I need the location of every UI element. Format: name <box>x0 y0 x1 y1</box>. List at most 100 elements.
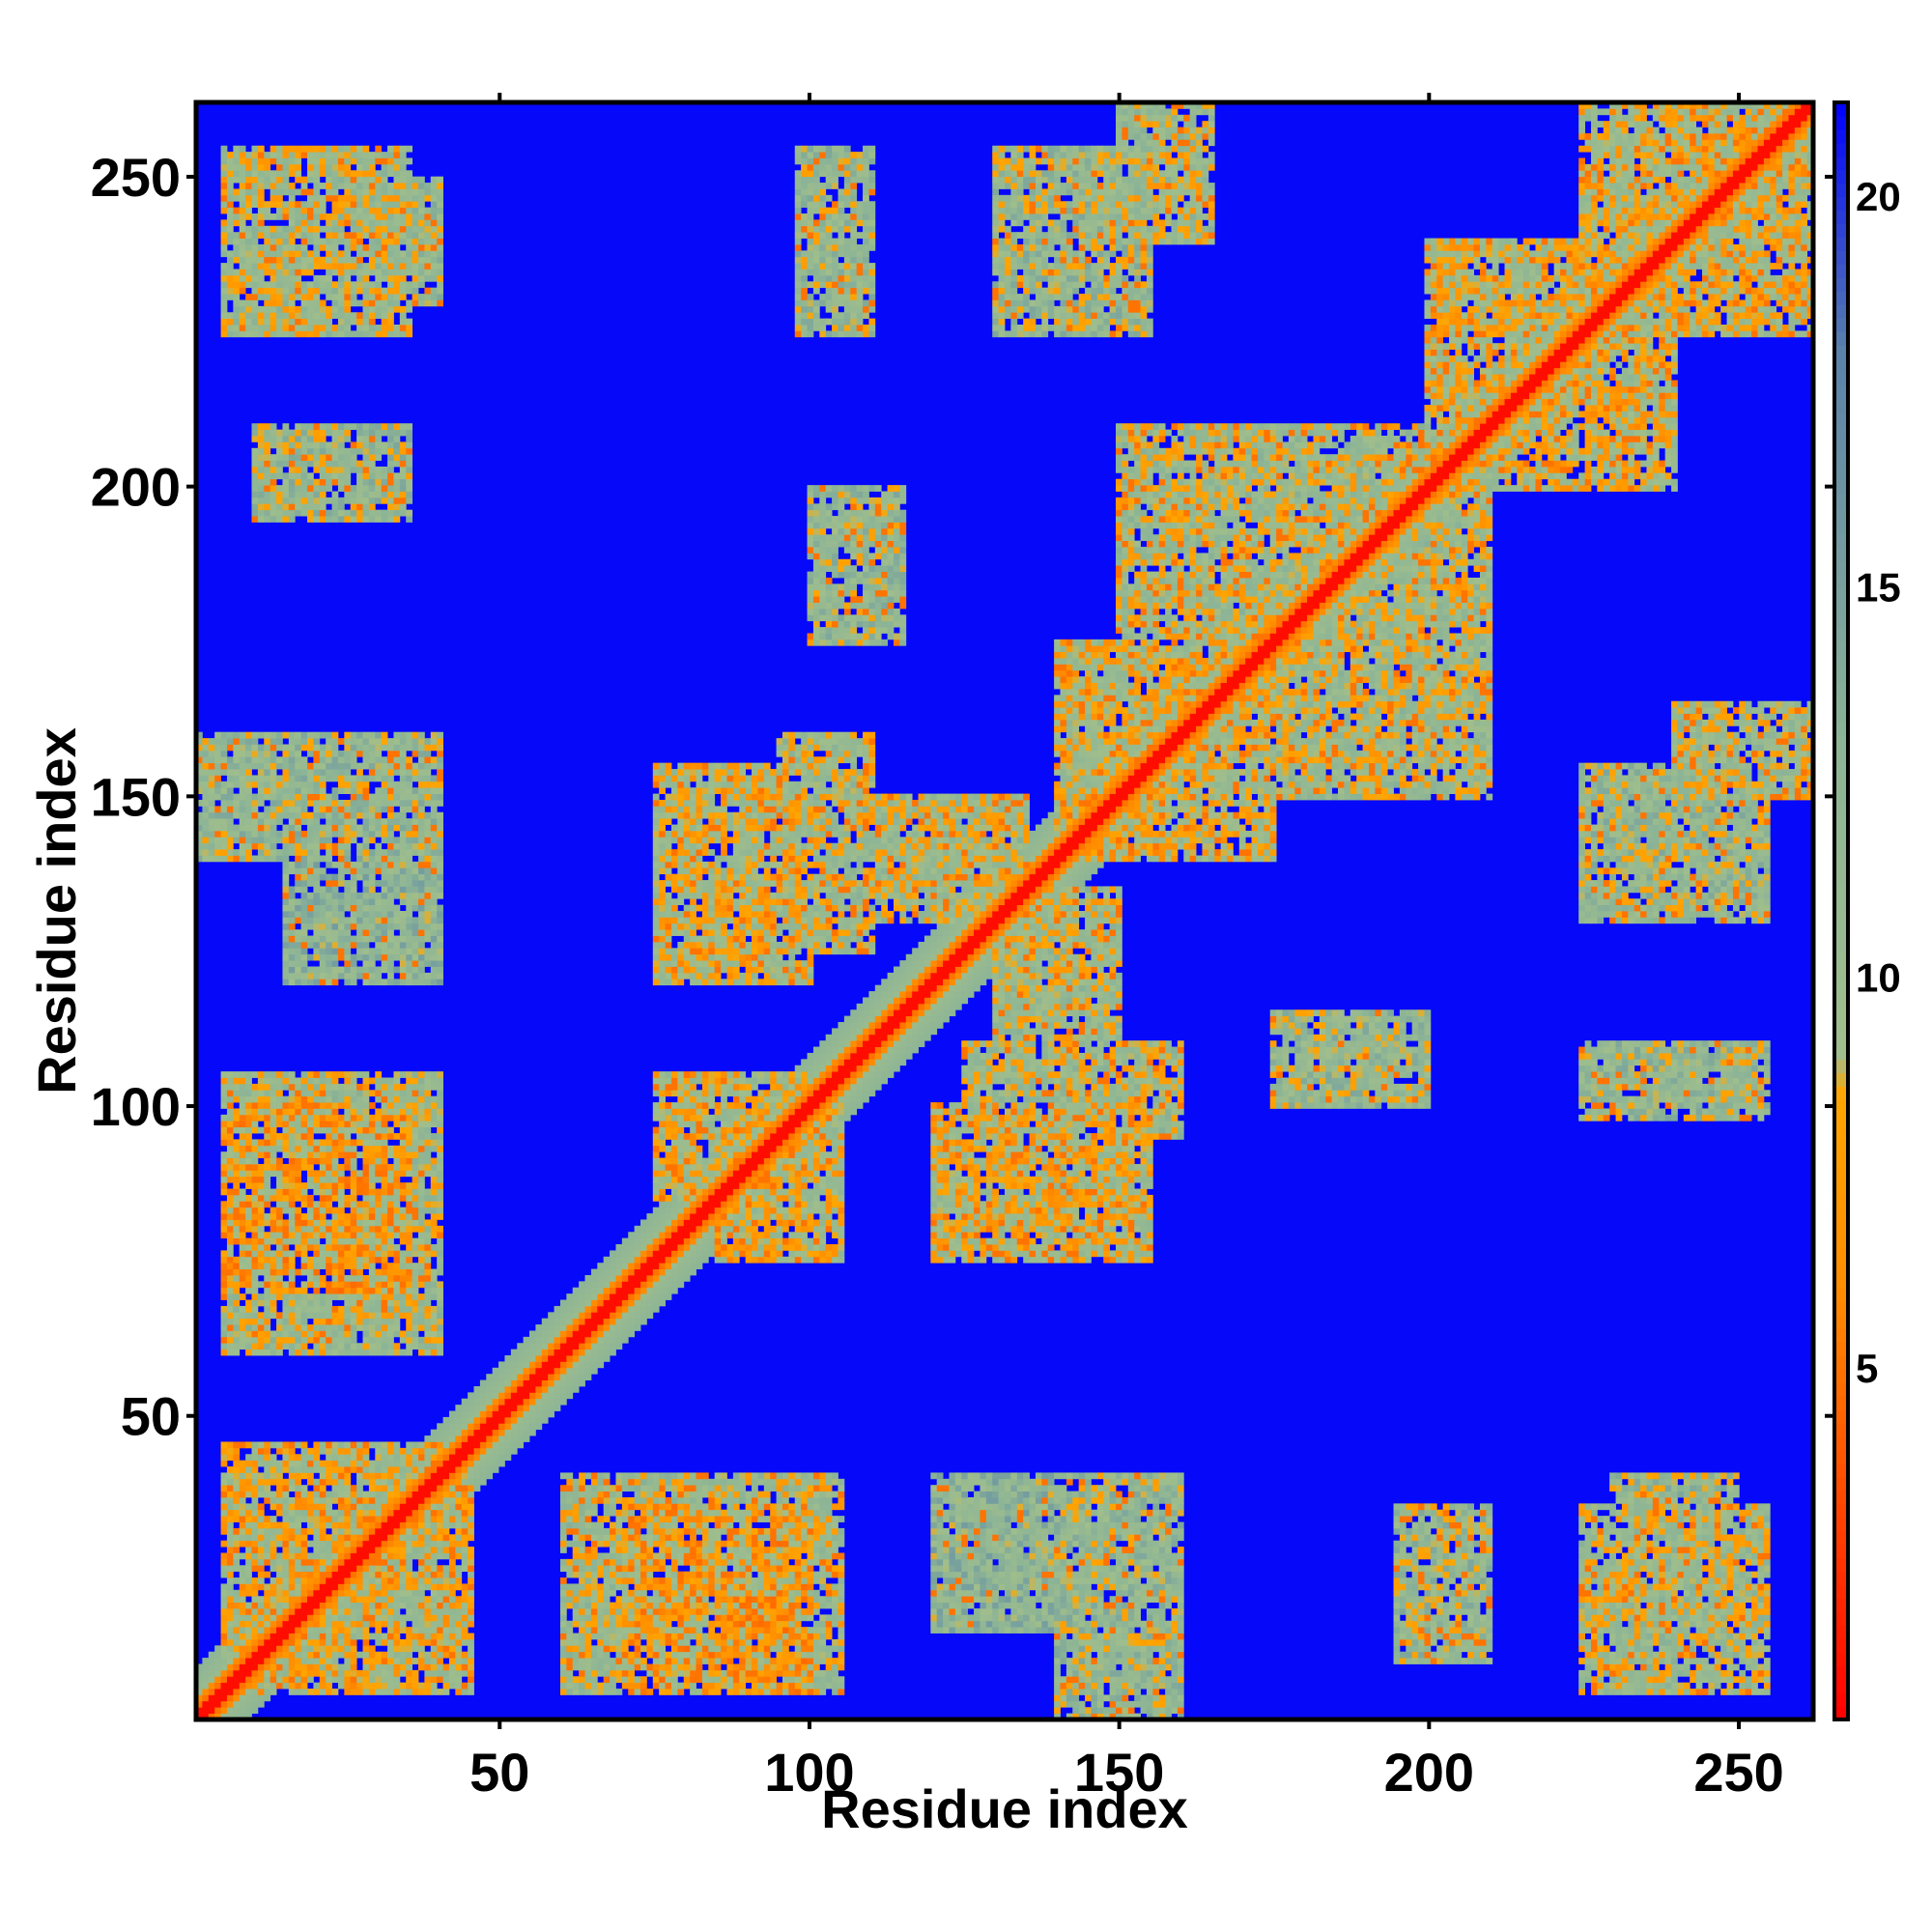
heatmap-cell <box>282 1461 289 1467</box>
heatmap-cell <box>258 769 265 776</box>
heatmap-cell <box>289 1102 296 1109</box>
heatmap-cell <box>282 1577 289 1584</box>
heatmap-cell <box>375 1676 382 1683</box>
heatmap-cell <box>332 1158 339 1165</box>
heatmap-cell <box>276 1441 283 1448</box>
heatmap-cell <box>326 306 332 313</box>
heatmap-cell <box>289 1510 296 1517</box>
heatmap-cell <box>289 1645 296 1652</box>
heatmap-cell <box>252 1479 259 1486</box>
heatmap-cell <box>363 516 370 523</box>
heatmap-cell <box>393 1441 400 1448</box>
heatmap-cell <box>363 436 370 442</box>
heatmap-cell <box>387 250 394 257</box>
heatmap-cell <box>382 1596 388 1603</box>
heatmap-cell <box>313 1071 320 1078</box>
heatmap-cell <box>369 1275 376 1282</box>
heatmap-cell <box>227 1596 234 1603</box>
heatmap-cell <box>338 1541 345 1548</box>
heatmap-cell <box>252 1300 259 1307</box>
heatmap-cell <box>295 1350 301 1356</box>
heatmap-cell <box>375 967 382 974</box>
heatmap-cell <box>221 744 228 751</box>
heatmap-cell <box>289 1479 296 1486</box>
heatmap-cell <box>313 1275 320 1282</box>
heatmap-cell <box>295 1479 301 1486</box>
heatmap-cell <box>270 1565 277 1572</box>
heatmap-cell <box>356 1534 363 1541</box>
heatmap-cell <box>313 1510 320 1517</box>
heatmap-cell <box>363 732 370 739</box>
heatmap-cell <box>221 751 228 757</box>
heatmap-cell <box>393 732 400 739</box>
heatmap-cell <box>313 164 320 171</box>
heatmap-cell <box>338 1503 345 1510</box>
heatmap-cell <box>313 1108 320 1115</box>
heatmap-cell <box>332 1312 339 1319</box>
heatmap-cell <box>382 856 388 863</box>
heatmap-cell <box>382 1300 388 1307</box>
heatmap-cell <box>320 1634 327 1640</box>
heatmap-cell <box>240 1689 246 1695</box>
heatmap-cell <box>313 1201 320 1208</box>
heatmap-cell <box>351 1528 357 1535</box>
heatmap-cell <box>258 1350 265 1356</box>
heatmap-cell <box>320 1306 327 1313</box>
heatmap-cell <box>369 1139 376 1146</box>
heatmap-cell <box>382 960 388 967</box>
heatmap-cell <box>326 1306 332 1313</box>
heatmap-cell <box>344 1146 351 1152</box>
heatmap-cell <box>375 1319 382 1325</box>
heatmap-cell <box>387 170 394 177</box>
heatmap-cell <box>240 763 246 770</box>
heatmap-cell <box>289 923 296 930</box>
heatmap-cell <box>338 763 345 770</box>
heatmap-cell <box>289 1208 296 1214</box>
heatmap-cell <box>264 1108 270 1115</box>
heatmap-cell <box>356 812 363 819</box>
heatmap-cell <box>252 1689 259 1695</box>
heatmap-cell <box>276 448 283 455</box>
heatmap-cell <box>264 1293 270 1300</box>
heatmap-cell <box>282 806 289 812</box>
heatmap-cell <box>338 1090 345 1096</box>
heatmap-cell <box>332 312 339 319</box>
heatmap-cell <box>332 1319 339 1325</box>
heatmap-cell <box>382 1454 388 1461</box>
heatmap-cell <box>245 1565 252 1572</box>
heatmap-cell <box>240 1497 246 1504</box>
heatmap-cell <box>375 441 382 448</box>
heatmap-cell <box>307 1492 314 1498</box>
heatmap-cell <box>301 1330 308 1337</box>
heatmap-cell <box>338 319 345 326</box>
heatmap-cell <box>307 1078 314 1085</box>
heatmap-cell <box>209 856 215 863</box>
heatmap-cell <box>295 867 301 874</box>
heatmap-cell <box>351 942 357 949</box>
heatmap-cell <box>245 1121 252 1127</box>
heatmap-cell <box>351 1621 357 1628</box>
heatmap-cell <box>393 1288 400 1294</box>
heatmap-cell <box>307 1177 314 1183</box>
heatmap-cell <box>375 744 382 751</box>
heatmap-cell <box>363 1583 370 1590</box>
heatmap-cell <box>387 232 394 239</box>
heatmap-cell <box>264 1121 270 1127</box>
heatmap-cell <box>326 1269 332 1276</box>
heatmap-cell <box>351 1127 357 1134</box>
heatmap-cell <box>301 794 308 801</box>
heatmap-cell <box>264 1257 270 1264</box>
heatmap-cell <box>301 239 308 245</box>
heatmap-cell <box>326 485 332 492</box>
heatmap-cell <box>363 1664 370 1671</box>
heatmap-cell <box>276 275 283 282</box>
heatmap-cell <box>301 948 308 954</box>
heatmap-cell <box>363 1096 370 1103</box>
heatmap-cell <box>233 1281 240 1288</box>
heatmap-cell <box>289 1127 296 1134</box>
heatmap-cell <box>221 208 228 214</box>
heatmap-cell <box>221 1133 228 1140</box>
heatmap-cell <box>214 738 221 745</box>
heatmap-cell <box>393 1195 400 1202</box>
heatmap-cell <box>387 831 394 838</box>
